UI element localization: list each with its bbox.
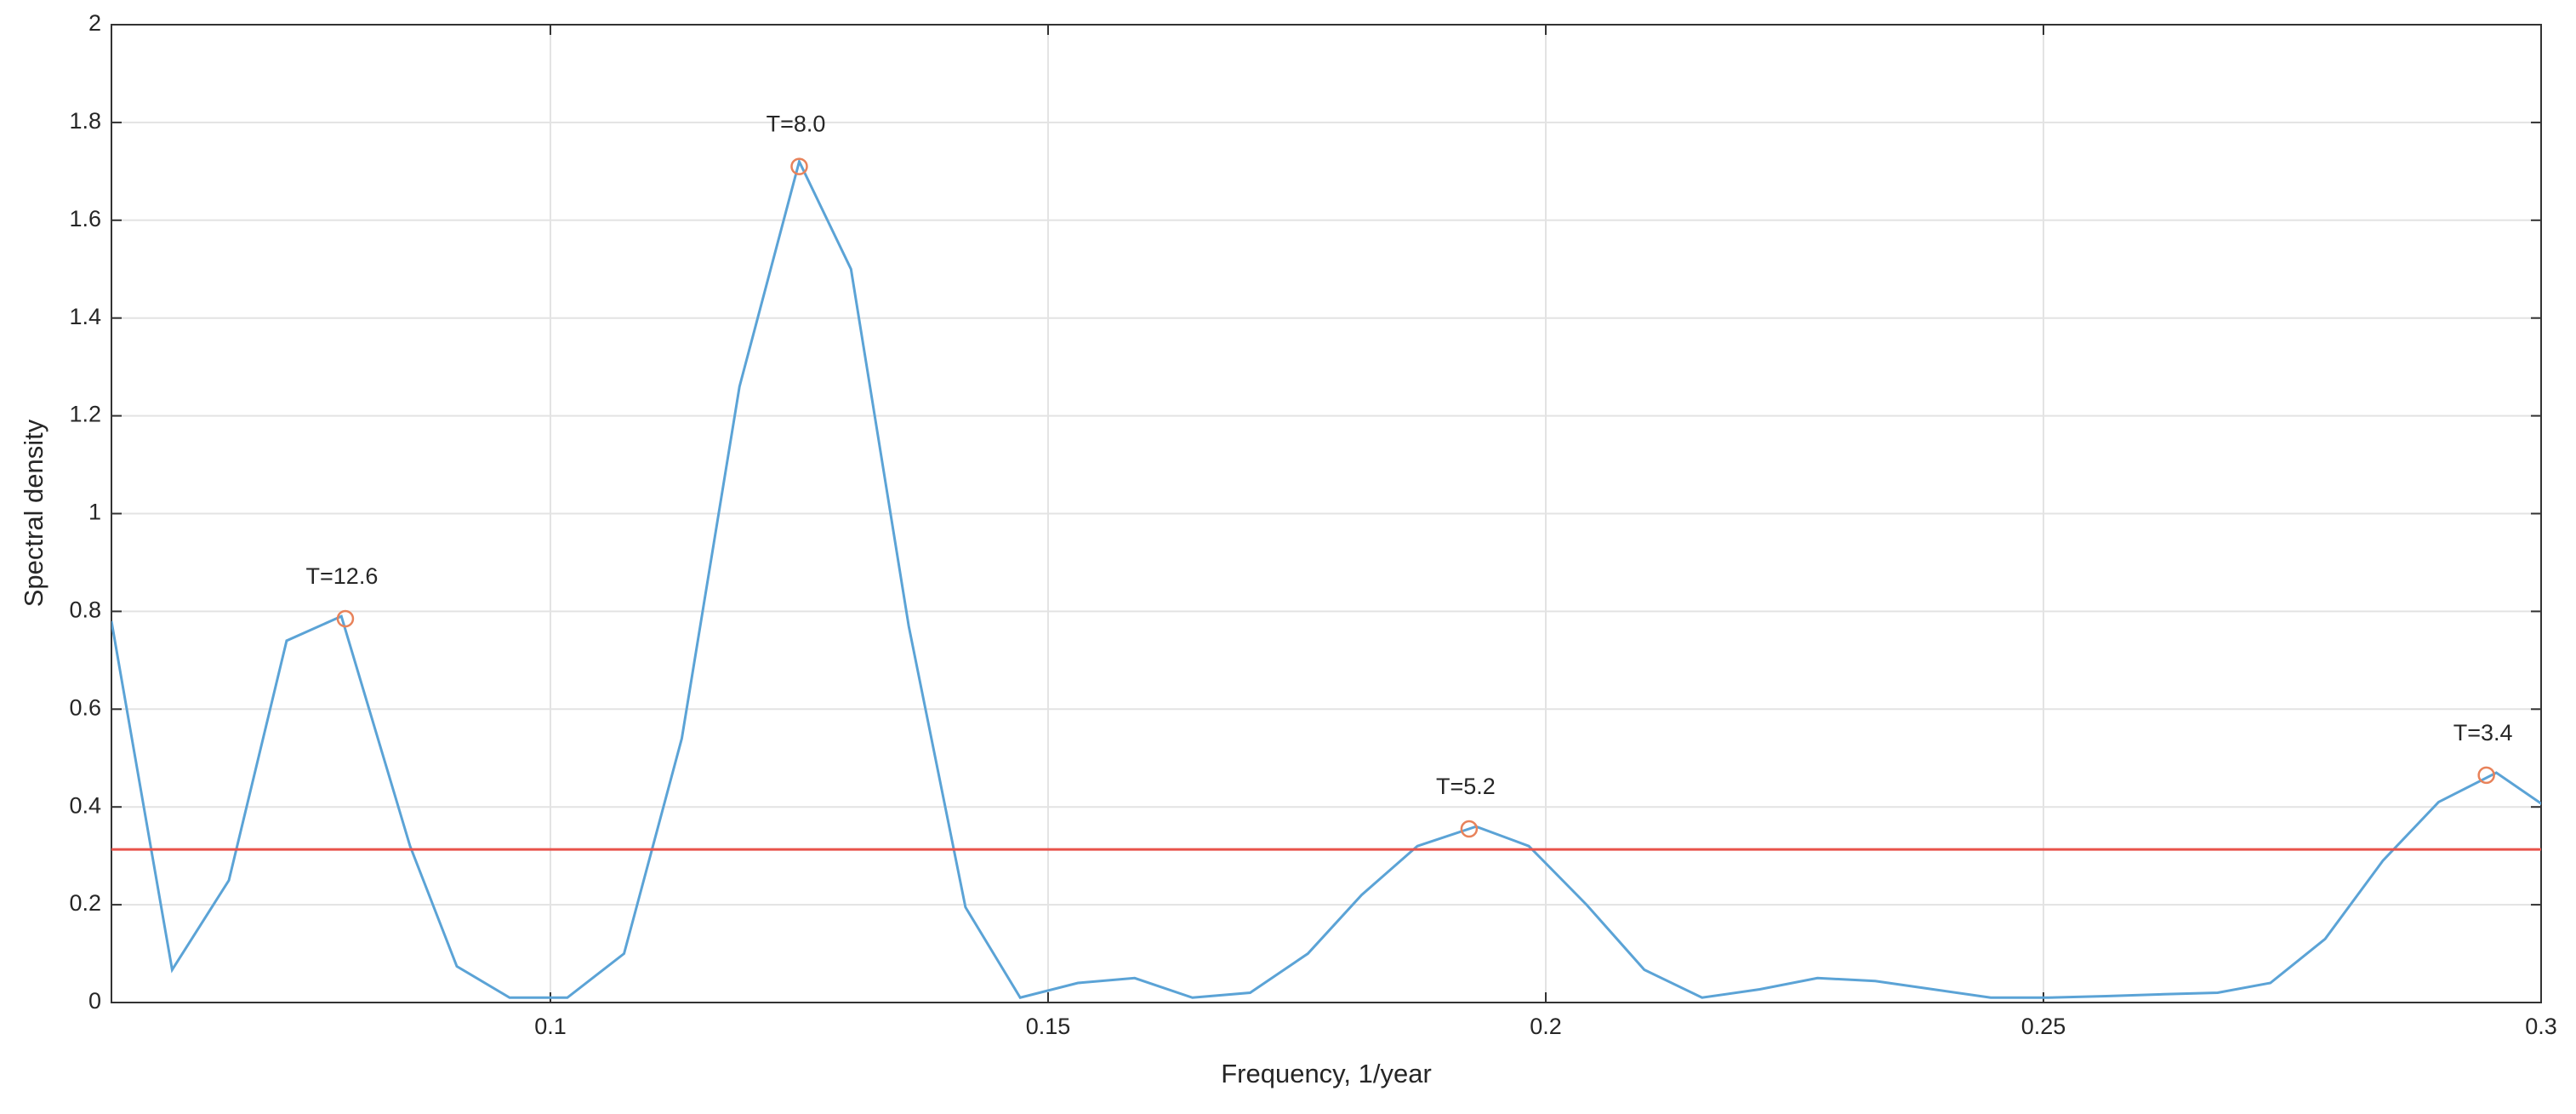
peak-label: T=8.0 (767, 111, 826, 137)
peak-label: T=12.6 (306, 563, 379, 589)
x-tick-label: 0.2 (1530, 1014, 1562, 1039)
plot-frame (111, 24, 2542, 1003)
y-tick-label: 1.4 (69, 304, 101, 329)
peak-label: T=5.2 (1436, 774, 1496, 799)
x-tick-label: 0.25 (2021, 1014, 2066, 1039)
y-tick-label: 2 (88, 10, 101, 36)
x-tick-label: 0.1 (534, 1014, 567, 1039)
data-line (111, 157, 2541, 999)
peak-marker (790, 157, 808, 175)
peak-marker (2477, 766, 2495, 785)
y-tick-label: 1 (88, 500, 101, 525)
y-axis-label: Spectral density (19, 419, 48, 607)
peak-label: T=3.4 (2453, 720, 2513, 746)
peak-marker (336, 609, 355, 628)
y-tick-label: 0 (88, 988, 101, 1014)
y-tick-label: 0.4 (69, 792, 101, 818)
y-tick-label: 1.8 (69, 108, 101, 134)
x-tick-label: 0.3 (2525, 1014, 2557, 1039)
x-axis-label: Frequency, 1/year (1221, 1059, 1432, 1088)
y-tick-label: 1.6 (69, 206, 101, 231)
y-tick-label: 0.2 (69, 890, 101, 916)
x-tick-label: 0.15 (1026, 1014, 1071, 1039)
y-tick-label: 0.8 (69, 597, 101, 623)
y-tick-label: 0.6 (69, 694, 101, 720)
y-tick-label: 1.2 (69, 402, 101, 427)
peak-marker (1460, 820, 1479, 838)
